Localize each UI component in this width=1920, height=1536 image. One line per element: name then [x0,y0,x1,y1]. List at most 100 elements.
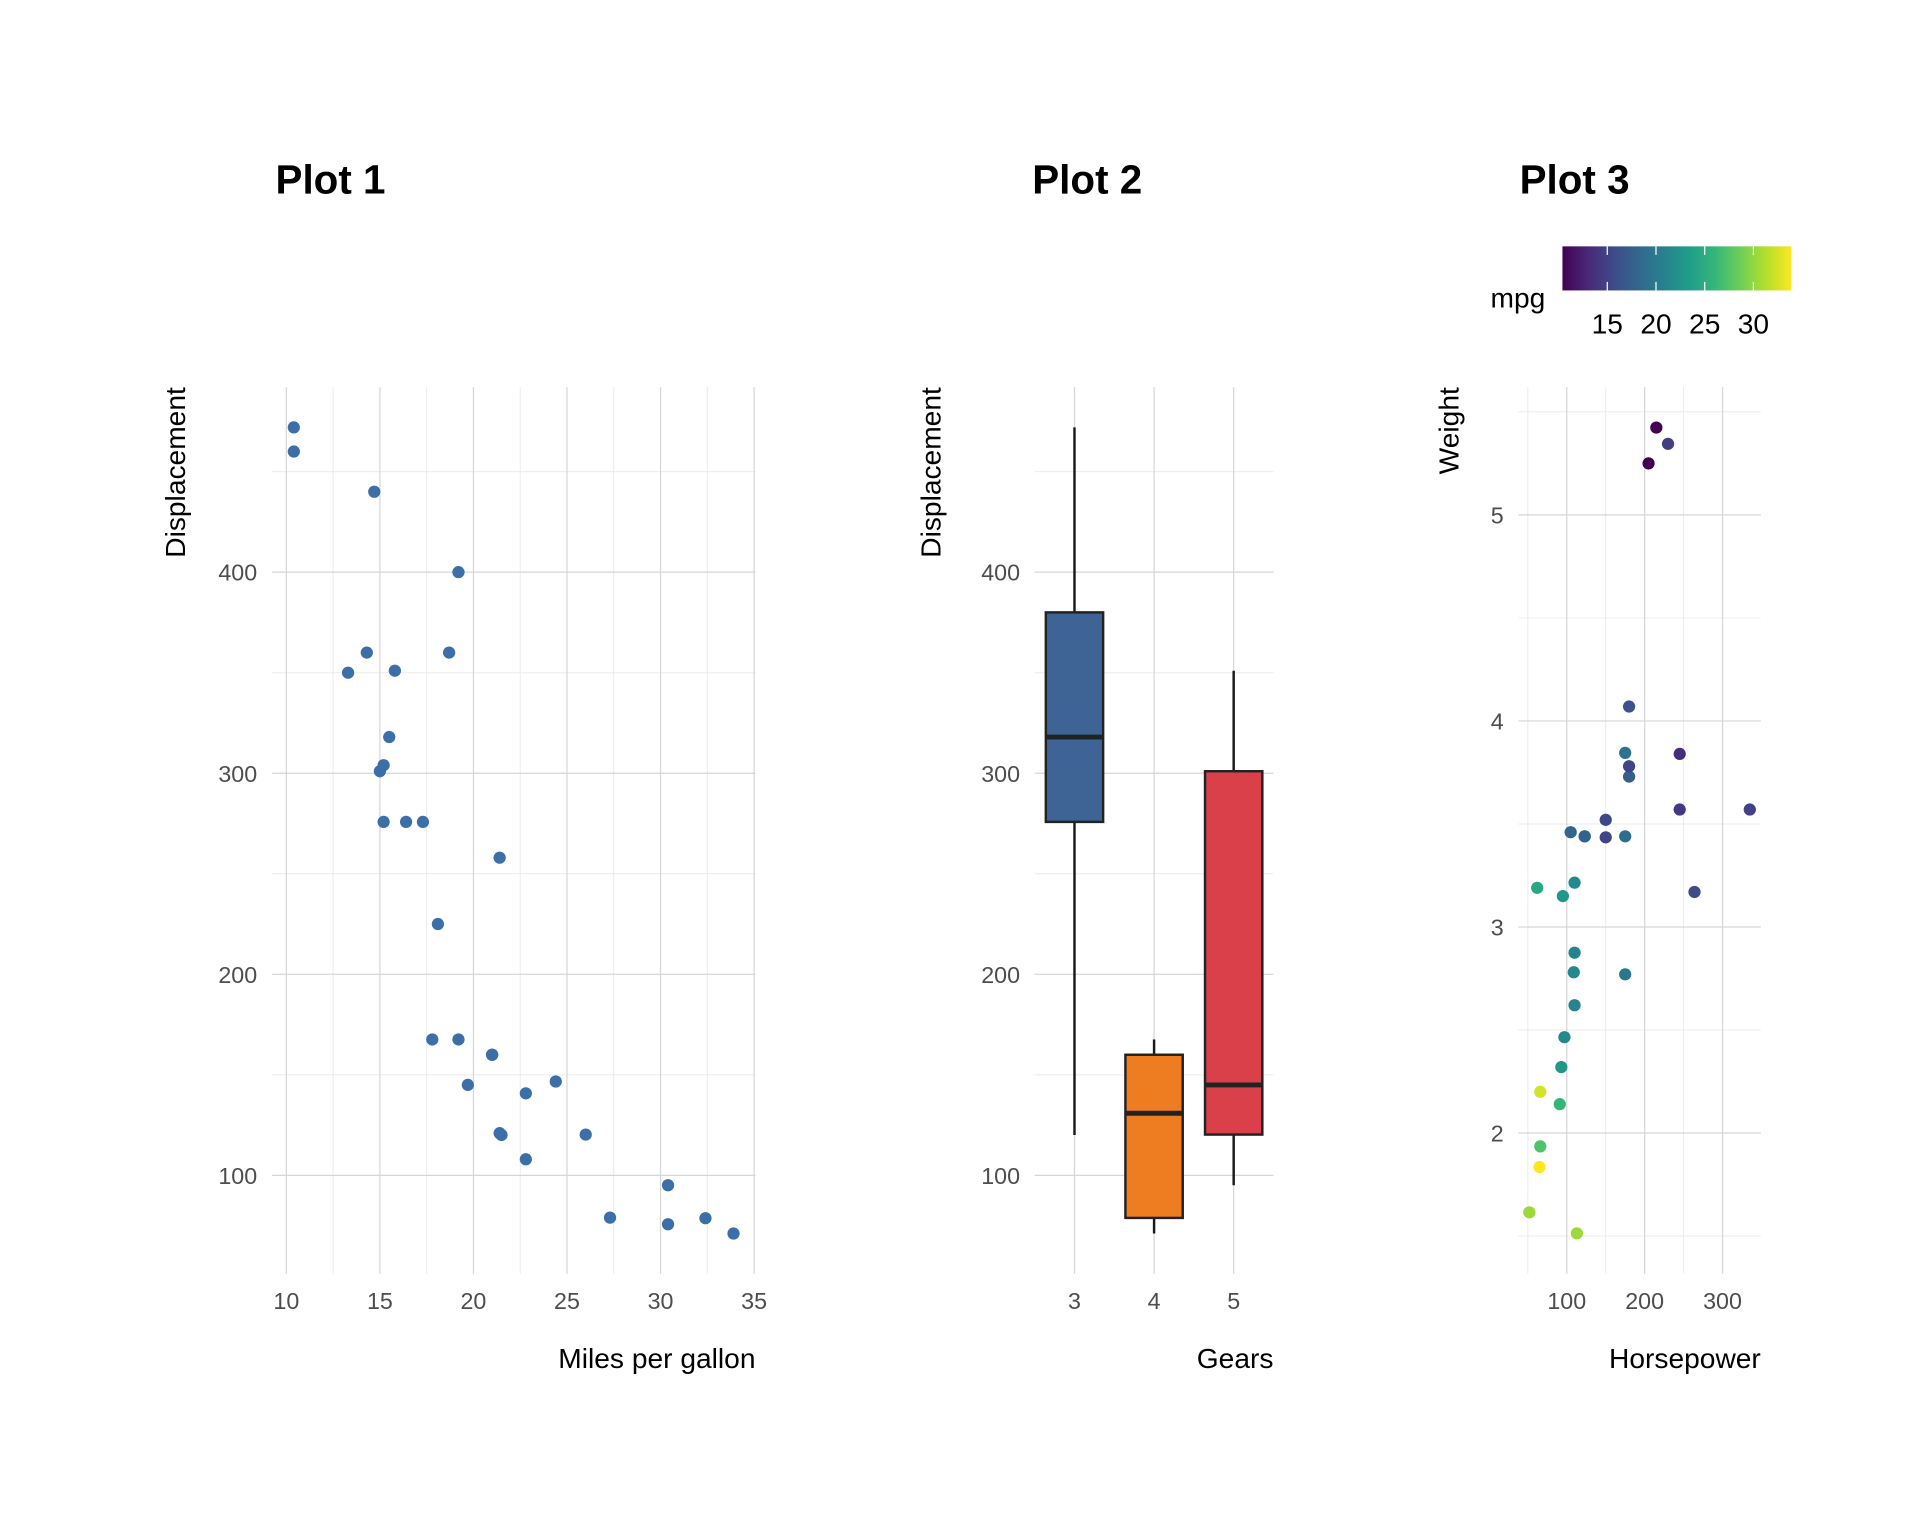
point [373,765,387,778]
y-tick-label: 400 [218,560,257,586]
colorbar-title: mpg [1491,283,1546,314]
x-tick-label: 20 [461,1288,487,1314]
point [1558,1031,1571,1044]
point [1555,1060,1568,1074]
point [1570,1227,1584,1240]
box [1203,770,1264,1136]
box [1044,611,1105,824]
point [1556,889,1569,903]
point [1568,946,1581,959]
point [287,421,300,434]
point [493,1127,506,1140]
x-tick-label: 15 [367,1288,393,1314]
chart-title: Plot 2 [1032,157,1142,203]
point [661,1218,675,1231]
point [1743,803,1756,816]
point [1599,813,1612,826]
colorbar-tick-label: 30 [1738,308,1769,339]
y-tick-label: 3 [1491,915,1504,941]
point [579,1128,592,1141]
x-tick-label: 100 [1547,1288,1586,1314]
point [431,917,445,931]
point [360,646,373,659]
x-tick-label: 10 [273,1288,299,1314]
x-tick-label: 3 [1068,1288,1081,1314]
point [661,1179,675,1192]
x-tick-label: 300 [1703,1288,1742,1314]
point [1531,881,1544,894]
point [377,815,390,829]
y-tick-label: 100 [981,1163,1020,1189]
point [452,1033,465,1046]
y-tick-label: 200 [981,962,1020,988]
point [549,1075,562,1088]
y-axis-title: Displacement [915,387,946,558]
point [368,485,381,498]
point [1650,421,1663,434]
point [1533,1160,1546,1174]
point [486,1048,499,1061]
point [1622,700,1636,713]
box [1124,1053,1184,1220]
x-axis-title: Miles per gallon [558,1343,755,1374]
y-axis-title: Displacement [160,387,191,558]
point [1622,770,1636,783]
point [603,1211,617,1224]
chart-title: Plot 3 [1520,157,1630,203]
y-tick-label: 200 [218,962,257,988]
point [341,666,355,679]
point [1534,1085,1547,1098]
point [1622,760,1636,773]
colorbar-tick-label: 15 [1592,308,1623,339]
point [399,815,413,829]
y-axis-title: Weight [1433,387,1464,474]
y-tick-label: 300 [218,761,257,787]
colorbar [1562,246,1792,291]
y-tick-label: 400 [981,560,1020,586]
point [1619,968,1632,981]
x-tick-label: 35 [741,1288,767,1314]
point [1578,830,1591,843]
point [426,1033,439,1046]
point [442,646,456,659]
colorbar-tick-label: 20 [1640,308,1671,339]
point [699,1212,712,1225]
point [1673,803,1686,816]
point [519,1153,532,1166]
chart-title: Plot 1 [276,157,386,203]
point [1534,1140,1547,1153]
point [388,664,401,677]
point [519,1087,532,1100]
point [1673,747,1686,761]
point [383,730,396,744]
x-axis-title: Gears [1197,1343,1274,1374]
point [1568,876,1581,889]
x-tick-label: 4 [1148,1288,1161,1314]
x-axis-title: Horsepower [1609,1343,1761,1374]
y-tick-label: 300 [981,761,1020,787]
point [1567,966,1580,979]
point [1523,1206,1536,1219]
point [493,851,506,864]
point [1661,437,1675,450]
point [727,1227,740,1240]
point [1553,1098,1566,1111]
point [1642,457,1655,470]
x-tick-label: 5 [1227,1288,1240,1314]
point [1568,999,1581,1012]
x-tick-label: 25 [554,1288,580,1314]
point [1619,830,1632,843]
point [452,566,465,579]
point [461,1078,474,1092]
point [1619,746,1632,760]
x-tick-label: 30 [648,1288,674,1314]
point [416,815,430,829]
x-tick-label: 200 [1625,1288,1664,1314]
point [1688,885,1701,899]
y-tick-label: 5 [1491,502,1504,528]
colorbar-tick-label: 25 [1689,308,1720,339]
y-tick-label: 100 [218,1163,257,1189]
y-tick-label: 2 [1491,1121,1504,1147]
